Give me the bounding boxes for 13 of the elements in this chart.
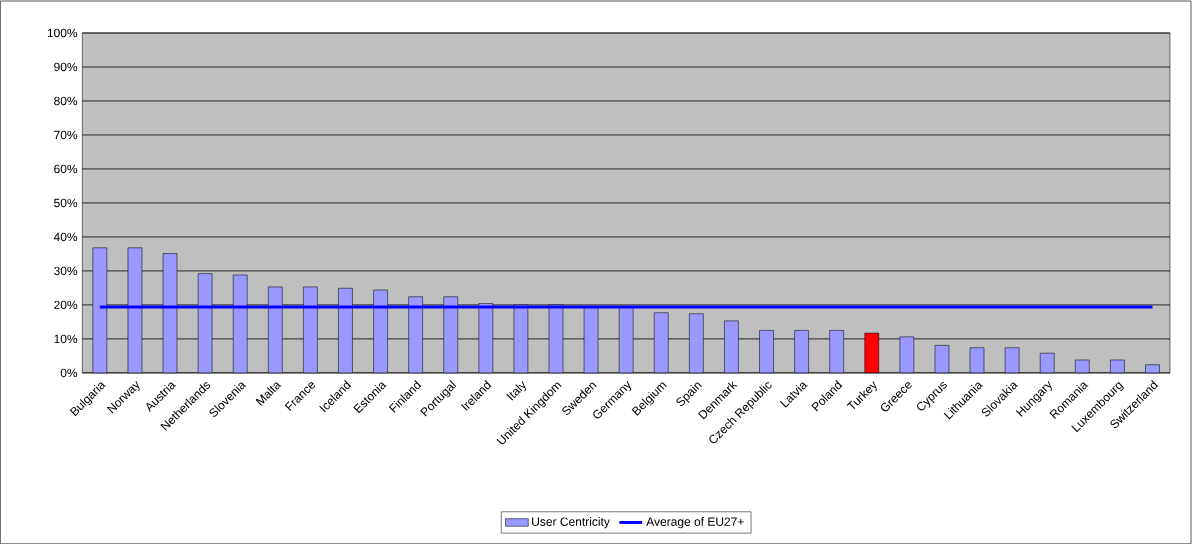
y-tick-label: 90% <box>54 62 78 72</box>
y-tick-label: 40% <box>53 232 78 242</box>
y-tick-label: 80% <box>54 96 78 106</box>
y-tick-label: 60% <box>54 164 78 174</box>
legend-label: Average of EU27+ <box>646 517 744 529</box>
legend-label: User Centricity <box>532 517 610 529</box>
y-tick-label: 20% <box>54 300 78 310</box>
y-tick-label: 30% <box>54 266 78 276</box>
y-tick-label: 10% <box>54 334 78 344</box>
y-tick-label: 50% <box>54 198 78 208</box>
y-tick-label: 0% <box>60 368 78 378</box>
y-tick-label: 100% <box>47 28 78 38</box>
y-tick-label: 70% <box>54 130 78 140</box>
